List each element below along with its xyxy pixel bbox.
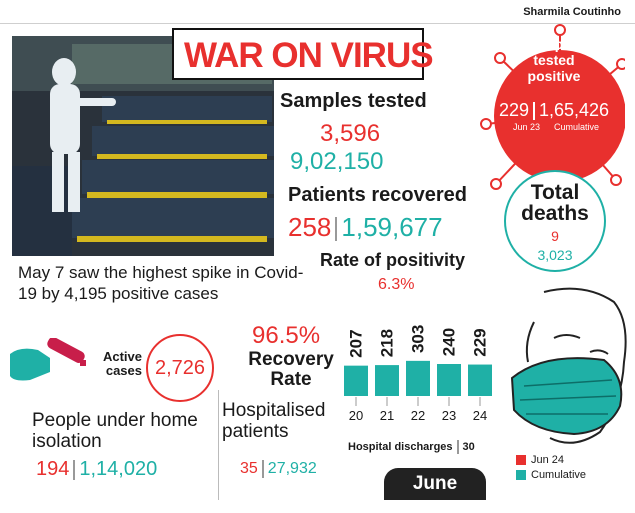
positive-title: Samples tested positive [495, 36, 613, 84]
legend-item: Cumulative [516, 469, 626, 481]
active-cases-circle [146, 334, 214, 402]
active-label-line: Active [102, 349, 142, 364]
home-isolation-label: People under home isolation [32, 410, 198, 452]
legend-swatch [516, 455, 526, 465]
recovered-cumulative-value: 1,59,677 [341, 212, 443, 242]
x-tick-label: 21 [380, 408, 394, 423]
x-tick-label: 23 [442, 408, 456, 423]
month-tab: June [384, 468, 486, 500]
samples-tested-cumulative-value: 9,02,150 [290, 148, 384, 175]
home-isolation-values: 194 1,14,020 [36, 458, 157, 481]
spike-note: May 7 saw the highest spike in Covid-19 … [18, 263, 304, 303]
chart-bars: 207 20 218 21 303 22 240 23 229 24 [344, 325, 492, 423]
hospitalised-values: 35 27,932 [240, 460, 317, 478]
legend-label: Jun 24 [531, 454, 565, 466]
title-box: WAR ON VIRUS [172, 28, 434, 80]
recovery-rate-value: 96.5% [252, 322, 321, 349]
separator [261, 460, 264, 478]
page-title: WAR ON VIRUS [184, 36, 434, 75]
discharges-value: 30 [462, 440, 475, 453]
divider [218, 390, 219, 500]
chart-bar [468, 364, 492, 396]
bar-value-label: 240 [440, 328, 459, 356]
legend: Jun 24 Cumulative [516, 454, 626, 484]
positive-title-line: tested [533, 52, 575, 68]
bar-value-label: 207 [347, 329, 366, 357]
hospitalised-label: Hospitalised patients [222, 400, 326, 442]
positivity-value: 6.3% [378, 276, 415, 293]
home-isolation-cumulative-value: 1,14,020 [79, 458, 158, 480]
active-cases-value: 2,726 [154, 357, 206, 379]
bar-value-label: 218 [378, 329, 397, 357]
byline-bar: Sharmila Coutinho [0, 0, 635, 24]
discharges-label-text: Hospital discharges [348, 440, 453, 453]
positive-jun23-label: Jun 23 [513, 122, 541, 132]
active-cases-label: Active cases [86, 350, 142, 378]
deaths-jun-value: 9 [551, 228, 559, 244]
byline: Sharmila Coutinho [523, 6, 621, 18]
discharges-label: Hospital discharges 30 [348, 440, 475, 454]
deaths-cumulative-value: 3,023 [537, 247, 573, 263]
deaths-title: Total deaths [521, 181, 589, 225]
sanitizer-icon [10, 338, 86, 381]
legend-label: Cumulative [531, 469, 587, 481]
legend-swatch [516, 470, 526, 480]
chart-bar [406, 360, 430, 396]
home-isolation-jun-value: 194 [36, 458, 70, 480]
separator [456, 440, 459, 454]
separator [532, 102, 535, 121]
bar-value-label: 303 [409, 325, 428, 353]
patients-recovered-values: 258 1,59,677 [288, 212, 443, 243]
discharges-chart: 207 20 218 21 303 22 240 23 229 24 [344, 325, 492, 423]
positive-cumulative-value: 1,65,426 [538, 100, 610, 120]
samples-tested-label: Samples tested [280, 90, 427, 112]
chart-bar [437, 364, 461, 396]
x-tick-label: 22 [411, 408, 425, 423]
virus-icon [480, 24, 625, 214]
chart-bar [344, 365, 368, 396]
chart-bar [375, 365, 399, 396]
positive-jun23-value: 229 [498, 100, 529, 120]
masked-face-icon [510, 287, 627, 444]
legend-item: Jun 24 [516, 454, 626, 466]
hospitalised-cumulative-value: 27,932 [267, 460, 317, 478]
hospitalised-jun-value: 35 [240, 460, 258, 478]
positive-title-line: positive [527, 68, 581, 84]
x-tick-label: 20 [349, 408, 363, 423]
deaths-circle [504, 170, 606, 272]
positive-values: 229 1,65,426 [495, 100, 613, 121]
separator [335, 217, 338, 242]
samples-tested-jun-value: 3,596 [320, 120, 381, 147]
recovered-jun-value: 258 [288, 212, 332, 242]
positive-cumulative-label: Cumulative [554, 122, 600, 132]
positive-sublabels: Jun 23 Cumulative [497, 122, 615, 132]
positivity-label: Rate of positivity [320, 250, 466, 270]
separator [73, 459, 76, 480]
active-label-line: cases [105, 363, 142, 378]
bar-value-label: 229 [471, 328, 490, 356]
x-tick-label: 24 [473, 408, 487, 423]
recovery-rate-label: Recovery Rate [248, 349, 334, 390]
patients-recovered-label: Patients recovered [288, 184, 467, 206]
positive-title-line: Samples [525, 36, 583, 52]
